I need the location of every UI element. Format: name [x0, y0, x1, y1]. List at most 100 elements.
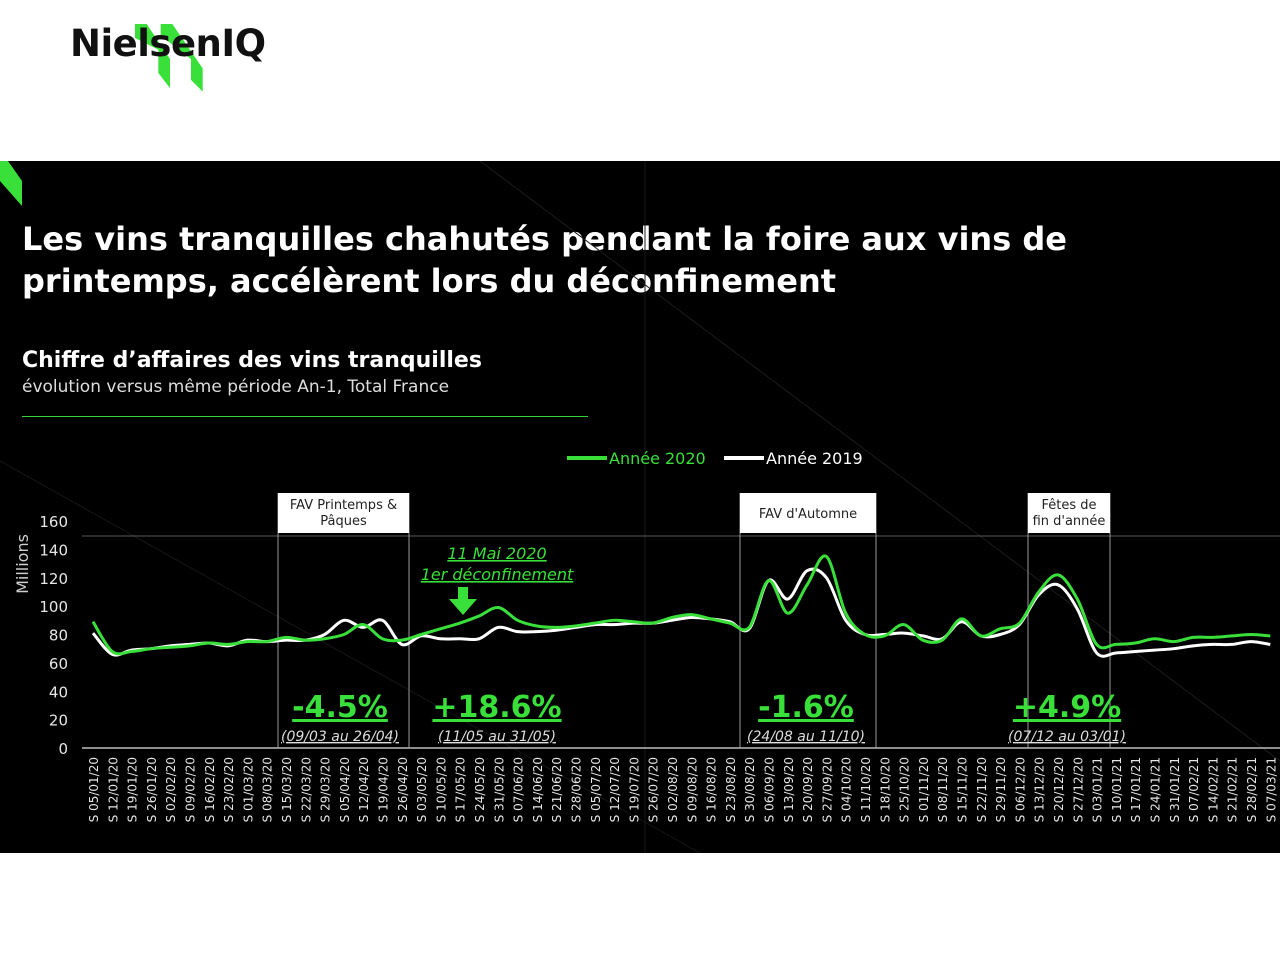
event-label: FAV Printemps &	[290, 498, 397, 513]
headline-line-2: printemps, accélèrent lors du déconfinem…	[22, 262, 837, 300]
y-tick-label: 80	[49, 627, 68, 645]
x-tick-label: S 31/01/21	[1168, 757, 1182, 822]
x-tick-label: S 15/03/20	[280, 757, 294, 822]
x-tick-label: S 17/01/21	[1129, 757, 1143, 822]
y-tick-label: 0	[58, 740, 68, 758]
x-tick-label: S 14/02/21	[1206, 757, 1220, 822]
y-tick-label: 20	[49, 712, 68, 730]
divider	[22, 416, 588, 417]
x-tick-label: S 08/11/20	[936, 757, 950, 822]
x-tick-label: S 04/10/20	[840, 757, 854, 822]
background-diagonal	[479, 161, 1280, 762]
background-diagonal	[0, 460, 701, 853]
x-tick-label: S 08/03/20	[261, 757, 275, 822]
y-tick-label: 120	[39, 570, 68, 588]
event-period: (09/03 au 26/04)	[281, 729, 399, 745]
x-tick-label: S 23/02/20	[222, 757, 236, 822]
event-label-box	[740, 493, 876, 533]
x-tick-label: S 30/08/20	[743, 757, 757, 822]
x-tick-label: S 05/04/20	[338, 757, 352, 822]
event-label: Pâques	[320, 514, 367, 529]
x-tick-label: S 20/09/20	[801, 757, 815, 822]
y-tick-label: 60	[49, 655, 68, 673]
down-arrow-icon	[449, 587, 477, 615]
x-tick-label: S 16/02/20	[203, 757, 217, 822]
x-tick-label: S 28/06/20	[570, 757, 584, 822]
x-tick-label: S 16/08/20	[705, 757, 719, 822]
series-line-2019	[91, 567, 1271, 658]
x-tick-label: S 26/01/20	[145, 757, 159, 822]
event-period: (11/05 au 31/05)	[438, 729, 556, 745]
x-tick-label: S 29/11/20	[994, 757, 1008, 822]
x-tick-label: S 10/05/20	[434, 757, 448, 822]
y-tick-label: 160	[39, 513, 68, 531]
x-tick-label: S 19/04/20	[377, 757, 391, 822]
legend-label: Année 2019	[766, 449, 863, 468]
x-tick-label: S 20/12/20	[1052, 757, 1066, 822]
x-tick-label: S 14/06/20	[531, 757, 545, 822]
x-tick-label: S 09/02/20	[184, 757, 198, 822]
event-change-value: -1.6%	[758, 690, 854, 725]
x-tick-label: S 29/03/20	[319, 757, 333, 822]
x-tick-label: S 23/08/20	[724, 757, 738, 822]
x-tick-label: S 17/05/20	[454, 757, 468, 822]
event-label: FAV d'Automne	[759, 507, 857, 522]
x-tick-label: S 12/04/20	[357, 757, 371, 822]
x-tick-label: S 02/08/20	[666, 757, 680, 822]
chart-description: évolution versus même période An-1, Tota…	[22, 377, 450, 397]
y-tick-label: 140	[39, 541, 68, 559]
x-tick-label: S 07/02/21	[1187, 757, 1201, 822]
x-tick-label: S 01/03/20	[241, 757, 255, 822]
legend-label: Année 2020	[609, 449, 706, 468]
event-change-value: +4.9%	[1013, 690, 1121, 725]
x-tick-label: S 28/02/21	[1245, 757, 1259, 822]
x-tick-label: S 31/05/20	[492, 757, 506, 822]
x-tick-label: S 01/11/20	[917, 757, 931, 822]
x-tick-label: S 15/11/20	[956, 757, 970, 822]
event-period: (07/12 au 03/01)	[1008, 729, 1126, 745]
event-label-box	[1028, 493, 1110, 533]
y-axis-label: Millions	[13, 534, 32, 594]
x-tick-label: S 26/07/20	[647, 757, 661, 822]
brand-name: NielsenIQ	[70, 22, 266, 65]
x-tick-label: S 19/01/20	[126, 757, 140, 822]
x-tick-label: S 06/09/20	[763, 757, 777, 822]
y-tick-label: 40	[49, 683, 68, 701]
annotation-date: 11 Mai 2020	[447, 544, 546, 563]
x-tick-label: S 02/02/20	[164, 757, 178, 822]
x-tick-label: S 12/07/20	[608, 757, 622, 822]
headline-line-1: Les vins tranquilles chahutés pendant la…	[22, 220, 1067, 258]
x-tick-label: S 03/05/20	[415, 757, 429, 822]
series-line-2020	[91, 554, 1271, 656]
nielseniq-logo	[135, 24, 203, 92]
x-tick-label: S 10/01/21	[1110, 757, 1124, 822]
x-tick-label: S 05/07/20	[589, 757, 603, 822]
x-tick-label: S 27/12/20	[1071, 757, 1085, 822]
x-tick-label: S 05/01/20	[87, 757, 101, 822]
y-tick-label: 100	[39, 598, 68, 616]
x-tick-label: S 25/10/20	[898, 757, 912, 822]
x-tick-label: S 03/01/21	[1091, 757, 1105, 822]
x-tick-label: S 12/01/20	[106, 757, 120, 822]
event-period: (24/08 au 11/10)	[747, 729, 865, 745]
annotation-caption: 1er déconfinement	[421, 565, 574, 584]
x-tick-label: S 22/03/20	[299, 757, 313, 822]
x-tick-label: S 21/06/20	[550, 757, 564, 822]
corner-accent-icon	[0, 161, 22, 206]
x-tick-label: S 21/02/21	[1226, 757, 1240, 822]
x-tick-label: S 07/03/21	[1264, 757, 1278, 822]
x-tick-label: S 13/09/20	[782, 757, 796, 822]
x-tick-label: S 27/09/20	[820, 757, 834, 822]
event-label-box	[278, 493, 409, 533]
x-tick-label: S 24/05/20	[473, 757, 487, 822]
x-tick-label: S 18/10/20	[878, 757, 892, 822]
x-tick-label: S 06/12/20	[1013, 757, 1027, 822]
x-tick-label: S 07/06/20	[512, 757, 526, 822]
sales-line-chart: 0 20 40 60 80 100 120 140 160 Millions FAV Printem…	[0, 161, 1280, 853]
x-tick-label: S 11/10/20	[859, 757, 873, 822]
chart-subtitle: Chiffre d’affaires des vins tranquilles	[22, 348, 482, 373]
x-tick-label: S 19/07/20	[627, 757, 641, 822]
slide-panel: Les vins tranquilles chahutés pendant la…	[0, 161, 1280, 853]
x-tick-label: S 26/04/20	[396, 757, 410, 822]
x-tick-label: S 24/01/21	[1149, 757, 1163, 822]
